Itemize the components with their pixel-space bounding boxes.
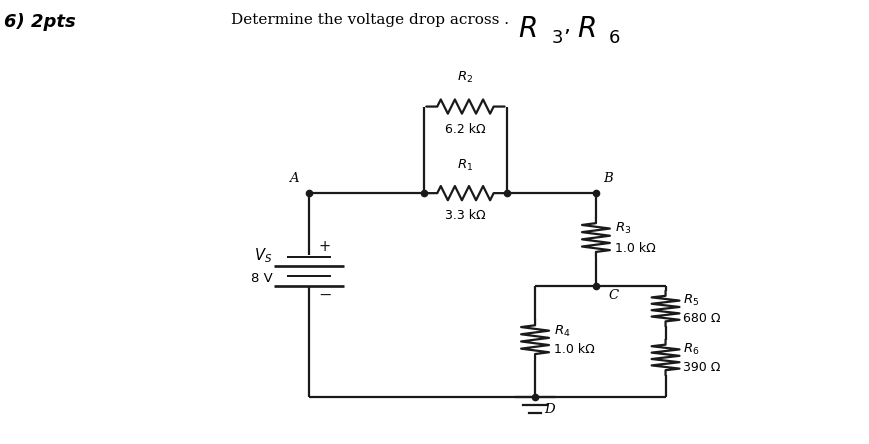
Text: $\mathit{R}$: $\mathit{R}$ (517, 16, 535, 43)
Text: 8 V: 8 V (250, 272, 272, 285)
Text: 390 Ω: 390 Ω (682, 361, 720, 374)
Text: 1.0 kΩ: 1.0 kΩ (614, 242, 655, 255)
Text: D: D (543, 403, 554, 416)
Text: $R_5$: $R_5$ (682, 293, 699, 308)
Text: 3.3 kΩ: 3.3 kΩ (445, 209, 485, 222)
Text: +: + (318, 239, 330, 254)
Text: 1.0 kΩ: 1.0 kΩ (554, 343, 594, 356)
Text: B: B (602, 172, 612, 185)
Text: $R_3$: $R_3$ (614, 221, 631, 236)
Text: 680 Ω: 680 Ω (682, 312, 720, 325)
Text: 6) 2pts: 6) 2pts (4, 13, 76, 32)
Text: $\mathit{R}$: $\mathit{R}$ (576, 16, 594, 43)
Text: $R_2$: $R_2$ (457, 70, 473, 85)
Text: Determine the voltage drop across .: Determine the voltage drop across . (230, 13, 508, 28)
Text: $R_4$: $R_4$ (554, 324, 570, 339)
Text: A: A (289, 172, 298, 185)
Text: 6: 6 (608, 29, 620, 47)
Text: 3: 3 (551, 29, 562, 47)
Text: C: C (607, 289, 618, 301)
Text: $R_6$: $R_6$ (682, 342, 699, 357)
Text: $R_1$: $R_1$ (457, 158, 473, 173)
Text: 6.2 kΩ: 6.2 kΩ (445, 123, 485, 136)
Text: ,: , (563, 16, 570, 36)
Text: $V_S$: $V_S$ (254, 246, 272, 265)
Text: −: − (317, 288, 331, 303)
